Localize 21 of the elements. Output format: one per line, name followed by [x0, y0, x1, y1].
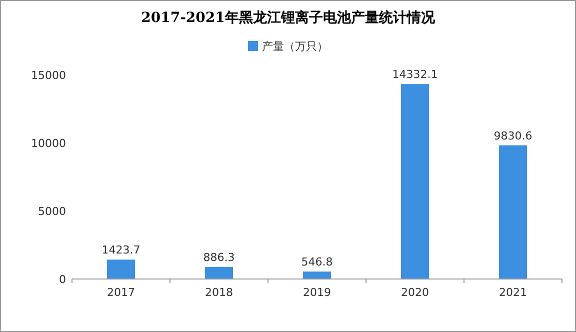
x-tick-label: 2019	[303, 286, 331, 299]
chart-title: 2017-2021年黑龙江锂离子电池产量统计情况	[141, 9, 436, 26]
data-label: 886.3	[203, 250, 235, 264]
data-label: 14332.1	[392, 68, 438, 82]
data-label: 1423.7	[102, 244, 140, 257]
y-tick-label: 5000	[38, 205, 66, 218]
bar	[303, 272, 331, 279]
bar	[401, 84, 429, 279]
x-tick-label: 2017	[107, 286, 135, 299]
legend-label: 产量（万只）	[262, 40, 328, 53]
x-tick-label: 2021	[499, 286, 527, 299]
bar	[205, 266, 233, 279]
x-tick-label: 2020	[401, 286, 429, 299]
y-tick-label: 10000	[31, 137, 66, 150]
data-label: 546.8	[301, 256, 333, 269]
data-label: 9830.6	[494, 129, 532, 142]
bar	[499, 145, 527, 279]
y-tick-label: 15000	[31, 69, 66, 82]
x-tick-label: 2018	[205, 286, 233, 299]
y-tick-label: 0	[59, 273, 66, 286]
bar	[107, 260, 135, 279]
